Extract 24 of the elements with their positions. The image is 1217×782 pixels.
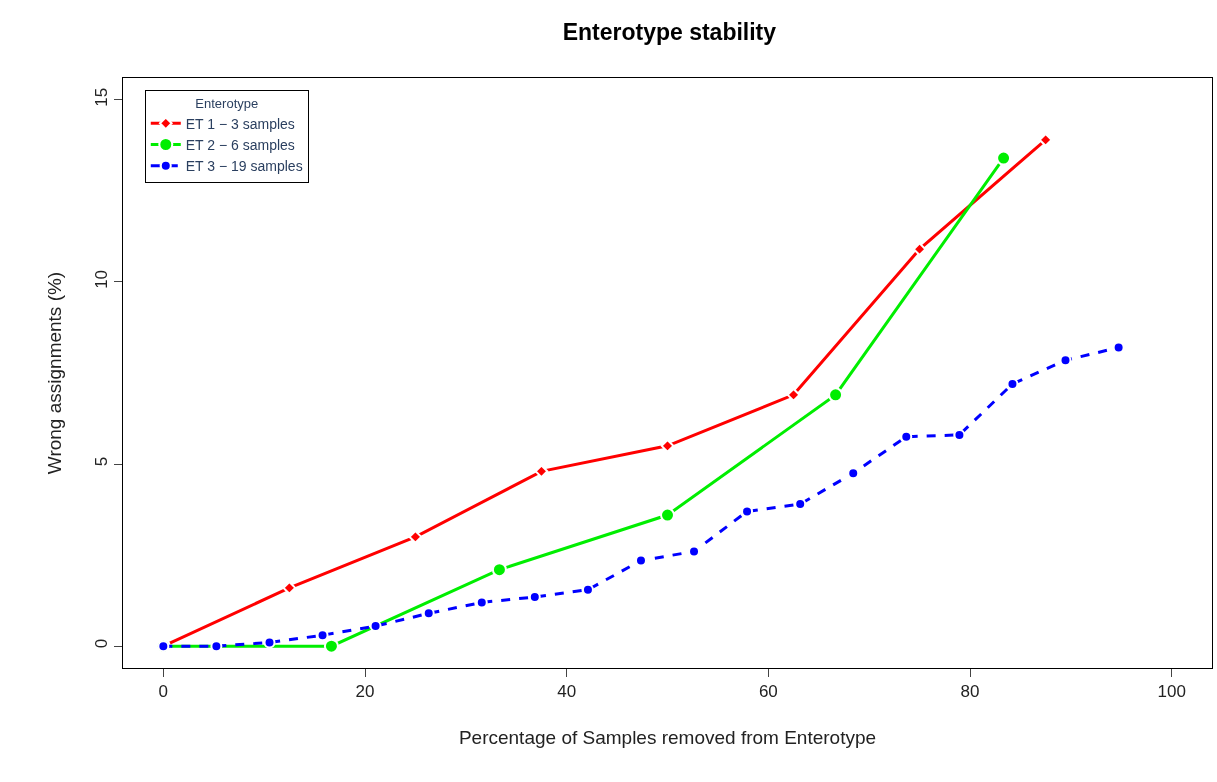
chart-title: Enterotype stability <box>562 18 777 45</box>
legend-label: ET 3 − 19 samples <box>185 158 303 175</box>
x-tick-label: 40 <box>557 682 577 702</box>
point <box>491 562 507 578</box>
legend-label: ET 1 − 3 samples <box>185 115 295 132</box>
y-tick-label: 0 <box>92 638 112 649</box>
y-axis-title: Wrong assignments (%) <box>44 271 66 475</box>
y-tick-label: 15 <box>92 87 112 107</box>
point <box>660 507 675 523</box>
point <box>323 638 339 654</box>
legend-title: Enterotype <box>195 95 259 111</box>
y-tick-label: 5 <box>92 456 112 467</box>
x-tick-label: 100 <box>1157 682 1186 702</box>
y-tick-label: 10 <box>92 269 112 289</box>
legend-label: ET 2 − 6 samples <box>185 136 295 153</box>
x-tick-label: 80 <box>960 682 980 702</box>
x-tick-label: 0 <box>158 682 169 702</box>
x-tick-label: 60 <box>758 682 778 702</box>
x-axis-title: Percentage of Samples removed from Enterotype <box>458 727 877 749</box>
x-tick-label: 20 <box>355 682 375 702</box>
point <box>1038 133 1053 147</box>
point <box>282 581 297 595</box>
point <box>408 530 423 544</box>
point <box>828 387 844 403</box>
